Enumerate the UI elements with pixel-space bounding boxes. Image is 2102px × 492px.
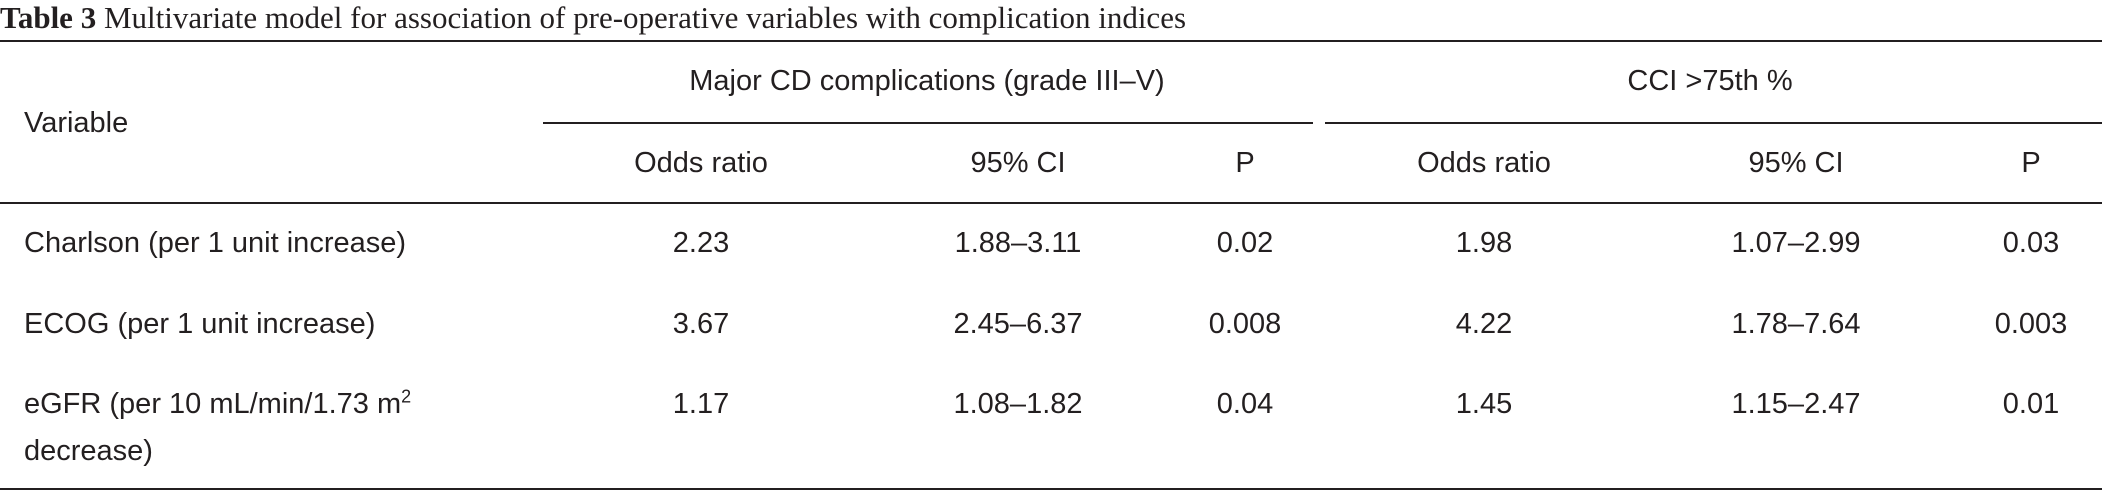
row-2-b-odds-ratio: 4.22 (1455, 308, 1513, 340)
row-3-b-p: 0.01 (2002, 388, 2060, 420)
header-group-cci: CCI >75th % (1627, 65, 1793, 97)
subheader-b-odds-ratio: Odds ratio (1417, 147, 1551, 179)
group-b-rule (1325, 122, 2102, 124)
subheader-a-p: P (1235, 147, 1255, 179)
row-1-a-ci: 1.88–3.11 (954, 227, 1082, 259)
subheader-b-p: P (2021, 147, 2041, 179)
row-3-b-ci: 1.15–2.47 (1731, 388, 1861, 420)
top-rule (0, 40, 2102, 42)
row-1-b-ci: 1.07–2.99 (1731, 227, 1861, 259)
row-2-a-p: 0.008 (1208, 308, 1282, 340)
row-1-variable: Charlson (per 1 unit increase) (24, 227, 407, 259)
subheader-a-odds-ratio: Odds ratio (634, 147, 768, 179)
row-3-variable: eGFR (per 10 mL/min/1.73 m2 (24, 387, 411, 421)
row-2-b-ci: 1.78–7.64 (1731, 308, 1861, 340)
row-3-a-ci: 1.08–1.82 (953, 388, 1083, 420)
row-2-b-p: 0.003 (1994, 308, 2068, 340)
header-group-major-cd: Major CD complications (grade III–V) (689, 65, 1165, 97)
subheader-a-ci: 95% CI (970, 147, 1066, 179)
row-3-variable-line1: eGFR (per 10 mL/min/1.73 m (24, 388, 402, 420)
row-1-b-p: 0.03 (2002, 227, 2060, 259)
row-3-a-odds-ratio: 1.17 (672, 388, 730, 420)
row-3-variable-superscript: 2 (401, 386, 412, 407)
header-bottom-rule (0, 202, 2102, 204)
row-3-a-p: 0.04 (1216, 388, 1274, 420)
row-1-a-p: 0.02 (1216, 227, 1274, 259)
row-2-a-odds-ratio: 3.67 (672, 308, 730, 340)
row-3-b-odds-ratio: 1.45 (1455, 388, 1513, 420)
row-2-a-ci: 2.45–6.37 (953, 308, 1083, 340)
row-1-a-odds-ratio: 2.23 (672, 227, 730, 259)
subheader-b-ci: 95% CI (1748, 147, 1844, 179)
row-2-variable: ECOG (per 1 unit increase) (24, 308, 376, 340)
group-a-rule (543, 122, 1313, 124)
table-caption: Table 3 Multivariate model for associati… (0, 0, 1186, 36)
table-title: Multivariate model for association of pr… (103, 0, 1187, 35)
row-1-b-odds-ratio: 1.98 (1455, 227, 1513, 259)
row-3-variable-line2: decrease) (24, 435, 153, 467)
bottom-rule (0, 488, 2102, 490)
table-number: Table 3 (0, 0, 97, 35)
header-variable: Variable (24, 107, 129, 139)
